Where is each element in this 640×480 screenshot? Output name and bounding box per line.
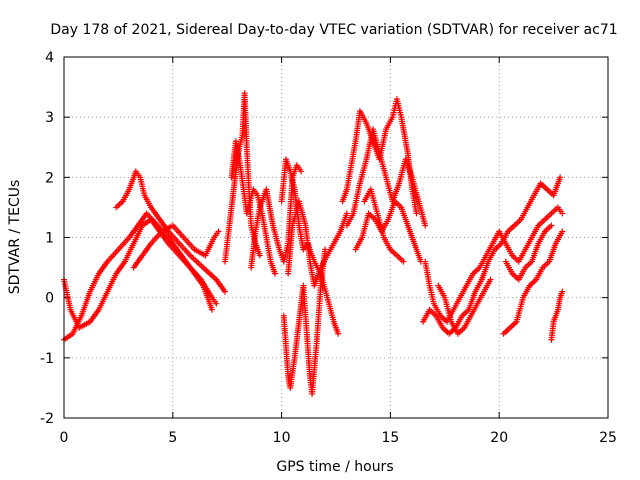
y-axis-ticks: -2 -1 0 1 2 3 4: [40, 50, 608, 427]
series-track-13: [352, 198, 424, 265]
series-track-14: [361, 186, 407, 265]
y-tick-label: 1: [45, 231, 54, 247]
data-point: [208, 306, 215, 313]
series-track-6: [228, 138, 279, 277]
data-point: [548, 222, 555, 229]
data-point: [487, 276, 494, 283]
series-track-18: [500, 228, 566, 337]
data-point: [222, 288, 229, 295]
x-tick-label: 25: [599, 430, 617, 446]
x-axis-label: GPS time / hours: [276, 459, 393, 475]
series-track-12: [343, 126, 429, 229]
series-track-2: [61, 210, 215, 343]
series-track-16: [422, 204, 566, 325]
data-point: [215, 228, 222, 235]
series-track-8: [278, 156, 342, 337]
y-tick-label: -1: [40, 351, 54, 367]
data-point: [422, 222, 429, 229]
x-tick-label: 0: [60, 430, 69, 446]
data-point: [322, 246, 329, 253]
data-point: [335, 330, 342, 337]
x-axis-ticks: 0 5 10 15 20 25: [60, 57, 617, 446]
data-point: [272, 270, 279, 277]
data-point: [343, 210, 350, 217]
data-point: [557, 174, 564, 181]
data-point: [298, 168, 305, 175]
y-tick-label: 2: [45, 170, 54, 186]
y-tick-label: 0: [45, 291, 54, 307]
series-track-9: [280, 246, 329, 397]
data-point: [559, 210, 566, 217]
series-track-19: [502, 222, 555, 283]
series-track-10: [285, 198, 350, 289]
x-tick-label: 15: [381, 430, 399, 446]
y-tick-label: 4: [45, 50, 54, 66]
x-tick-label: 10: [273, 430, 291, 446]
series-track-20: [548, 288, 566, 343]
data-point: [413, 210, 420, 217]
data-point: [400, 258, 407, 265]
series-track-7: [248, 162, 305, 271]
data-point: [559, 228, 566, 235]
data-point: [213, 300, 220, 307]
chart-title: Day 178 of 2021, Sidereal Day-to-day VTE…: [50, 22, 617, 38]
data-point: [559, 288, 566, 295]
y-tick-label: -2: [40, 411, 54, 427]
plot-frame: [63, 56, 609, 419]
series-track-3: [113, 168, 229, 295]
data-points: [61, 90, 566, 397]
x-tick-label: 5: [168, 430, 177, 446]
y-tick-label: 3: [45, 110, 54, 126]
y-axis-label: SDTVAR / TECUs: [7, 180, 23, 295]
series-track-15: [420, 174, 564, 337]
series-track-4: [130, 222, 222, 271]
x-tick-label: 20: [490, 430, 508, 446]
data-point: [256, 252, 263, 259]
series-track-17: [435, 276, 494, 337]
series-track-1: [61, 216, 220, 331]
